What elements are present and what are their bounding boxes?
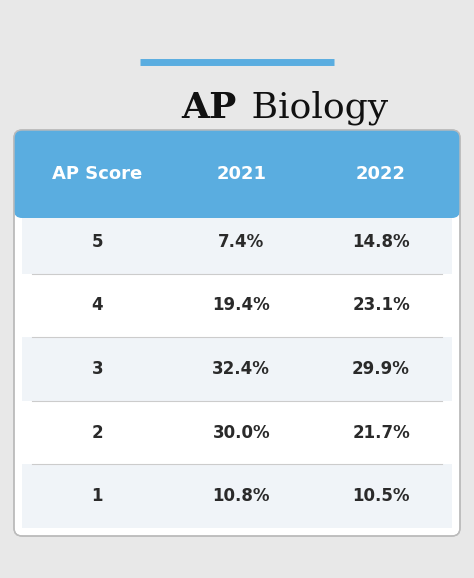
Text: 2021: 2021	[216, 165, 266, 183]
Bar	[22, 464, 452, 528]
Text: 32.4%: 32.4%	[212, 360, 270, 378]
Bar	[22, 273, 452, 337]
FancyBboxPatch shape	[24, 141, 454, 531]
Text: 10.8%: 10.8%	[212, 487, 270, 505]
FancyBboxPatch shape	[14, 130, 460, 218]
Text: 30.0%: 30.0%	[212, 424, 270, 442]
Text: 2: 2	[91, 424, 103, 442]
Bar	[22, 337, 452, 401]
Text: 14.8%: 14.8%	[352, 233, 410, 251]
Text: 21.7%: 21.7%	[352, 424, 410, 442]
Text: 29.9%: 29.9%	[352, 360, 410, 378]
Text: 23.1%: 23.1%	[352, 297, 410, 314]
Text: 1: 1	[91, 487, 103, 505]
Text: 10.5%: 10.5%	[352, 487, 410, 505]
Text: AP: AP	[182, 91, 237, 125]
Text: 7.4%: 7.4%	[218, 233, 264, 251]
Text: 4: 4	[91, 297, 103, 314]
Text: AP Score: AP Score	[52, 165, 142, 183]
Text: Biology: Biology	[240, 91, 388, 125]
Bar	[22, 401, 452, 464]
FancyBboxPatch shape	[14, 130, 460, 536]
Text: 5: 5	[91, 233, 103, 251]
Text: 2022: 2022	[356, 165, 406, 183]
Bar	[22, 210, 452, 273]
Text: 3: 3	[91, 360, 103, 378]
Bar	[22, 174, 452, 210]
Text: 19.4%: 19.4%	[212, 297, 270, 314]
